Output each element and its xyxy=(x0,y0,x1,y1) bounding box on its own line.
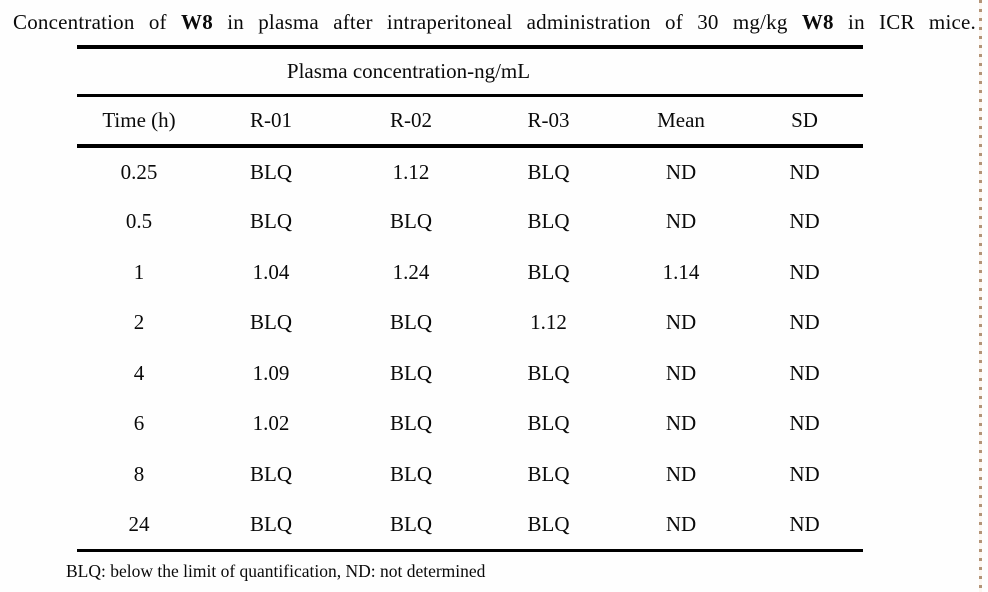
table-cell: BLQ xyxy=(527,209,570,234)
table-cell: BLQ xyxy=(250,310,292,335)
column-header-mean: Mean xyxy=(616,95,746,148)
table-cell: BLQ xyxy=(250,511,292,536)
table-cell: 0.5 xyxy=(125,209,153,234)
table-cell: ND xyxy=(665,511,697,536)
column-header-row: Time (h) R-01 R-02 R-03 Mean SD xyxy=(77,95,863,148)
table-cell: 2 xyxy=(133,310,145,335)
table-cell: 4 xyxy=(133,360,145,385)
table-body: 0.25 BLQ 1.12 BLQ ND ND 0.5 BLQ BLQ BLQ ND ND 1 1.04 1… xyxy=(77,146,863,550)
table-cell: BLQ xyxy=(527,360,570,385)
table-cell: 24 xyxy=(128,511,150,536)
table-cell: BLQ xyxy=(527,411,570,436)
table-row: 4 1.09 BLQ BLQ ND ND xyxy=(77,348,863,399)
table-cell: BLQ xyxy=(527,461,570,486)
table-cell: ND xyxy=(665,310,697,335)
table-cell: ND xyxy=(789,159,820,184)
table-cell: ND xyxy=(789,360,820,385)
caption-segment: Concentration of xyxy=(13,10,167,34)
empty-cell xyxy=(616,47,746,97)
table-cell: 1.04 xyxy=(252,259,290,284)
group-header-cell: Plasma concentration-ng/mL xyxy=(201,47,616,97)
table-cell: BLQ xyxy=(390,209,432,234)
table-row: 0.5 BLQ BLQ BLQ ND ND xyxy=(77,197,863,248)
table-cell: 1.24 xyxy=(392,259,430,284)
table-cell: BLQ xyxy=(527,511,570,536)
table-cell: 1.02 xyxy=(252,411,290,436)
table-caption: Concentration of W8 in plasma after intr… xyxy=(13,8,976,36)
table-cell: BLQ xyxy=(250,461,292,486)
table-row: 1 1.04 1.24 BLQ 1.14 ND xyxy=(77,247,863,298)
table-cell: BLQ xyxy=(390,461,432,486)
caption-segment: in plasma after intraperitoneal administ… xyxy=(227,10,788,34)
table-cell: ND xyxy=(789,461,820,486)
table-cell: BLQ xyxy=(390,411,432,436)
caption-compound-name: W8 xyxy=(181,10,213,34)
empty-cell xyxy=(746,47,863,97)
table-footnote: BLQ: below the limit of quantification, … xyxy=(66,561,486,581)
table-row: 24 BLQ BLQ BLQ ND ND xyxy=(77,500,863,551)
table-cell: 6 xyxy=(133,411,145,436)
table-cell: 1.12 xyxy=(530,310,567,335)
table-row: 2 BLQ BLQ 1.12 ND ND xyxy=(77,298,863,349)
table-cell: 1.14 xyxy=(662,259,700,284)
table-row: 0.25 BLQ 1.12 BLQ ND ND xyxy=(77,146,863,197)
caption-segment: in ICR mice. xyxy=(848,10,976,34)
table-cell: ND xyxy=(665,411,697,436)
table-cell: ND xyxy=(789,259,820,284)
plasma-concentration-table: Plasma concentration-ng/mL Time (h) R-01… xyxy=(77,45,863,552)
table-cell: 8 xyxy=(133,461,145,486)
table-cell: ND xyxy=(789,310,820,335)
table-cell: BLQ xyxy=(390,511,432,536)
column-header-r01: R-01 xyxy=(201,95,341,148)
table-cell: BLQ xyxy=(527,159,570,184)
table-cell: BLQ xyxy=(527,259,570,284)
table-cell: 1.12 xyxy=(392,159,430,184)
table-cell: ND xyxy=(789,411,820,436)
table-cell: ND xyxy=(665,461,697,486)
scan-edge-artifact xyxy=(979,0,982,592)
table-row: 6 1.02 BLQ BLQ ND ND xyxy=(77,399,863,450)
table-cell: ND xyxy=(665,360,697,385)
table-cell: BLQ xyxy=(390,360,432,385)
column-header-time: Time (h) xyxy=(77,95,201,148)
column-header-r03: R-03 xyxy=(481,95,616,148)
table-cell: ND xyxy=(789,209,820,234)
table-cell: BLQ xyxy=(250,159,292,184)
table-cell: 0.25 xyxy=(120,159,158,184)
column-header-sd: SD xyxy=(746,95,863,148)
table-cell: 1 xyxy=(133,259,145,284)
empty-cell xyxy=(77,47,201,97)
caption-compound-name: W8 xyxy=(801,10,834,34)
table-row: 8 BLQ BLQ BLQ ND ND xyxy=(77,449,863,500)
table-cell: 1.09 xyxy=(252,360,290,385)
table-cell: ND xyxy=(665,209,697,234)
table-cell: BLQ xyxy=(250,209,292,234)
table-cell: ND xyxy=(789,511,820,536)
table-cell: ND xyxy=(665,159,697,184)
table-cell: BLQ xyxy=(390,310,432,335)
group-header-row: Plasma concentration-ng/mL xyxy=(77,47,863,97)
column-header-r02: R-02 xyxy=(341,95,481,148)
